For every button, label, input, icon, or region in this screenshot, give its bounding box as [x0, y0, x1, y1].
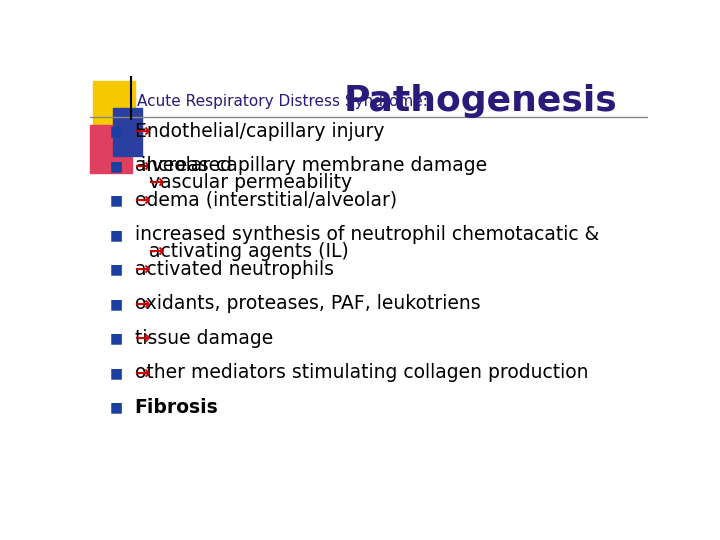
Text: →: → — [148, 242, 164, 261]
Text: Endothelial/capillary injury: Endothelial/capillary injury — [135, 122, 390, 141]
Text: ■: ■ — [110, 332, 123, 346]
Text: →: → — [135, 260, 150, 279]
Text: alveolar capillary membrane damage: alveolar capillary membrane damage — [135, 157, 492, 176]
Text: →: → — [135, 157, 150, 176]
Text: →: → — [148, 173, 164, 192]
Text: vascular permeability: vascular permeability — [148, 173, 358, 192]
Text: →: → — [135, 329, 150, 348]
Bar — [90, 125, 132, 173]
Text: ■: ■ — [110, 262, 123, 276]
Text: ■: ■ — [110, 159, 123, 173]
Text: increased synthesis of neutrophil chemotacatic &: increased synthesis of neutrophil chemot… — [135, 225, 605, 245]
Text: Acute Respiratory Distress Syndrome:: Acute Respiratory Distress Syndrome: — [138, 94, 428, 109]
Bar — [114, 109, 143, 156]
Text: ■: ■ — [110, 193, 123, 207]
Text: edema (interstitial/alveolar): edema (interstitial/alveolar) — [135, 191, 402, 210]
Text: ■: ■ — [110, 297, 123, 311]
Text: tissue damage: tissue damage — [135, 329, 279, 348]
Bar — [93, 82, 135, 129]
Text: →: → — [135, 363, 150, 382]
Text: Pathogenesis: Pathogenesis — [344, 84, 618, 118]
Text: other mediators stimulating collagen production: other mediators stimulating collagen pro… — [135, 363, 594, 382]
Text: activating agents (IL): activating agents (IL) — [148, 242, 354, 261]
Text: →: → — [135, 191, 150, 210]
Text: ■: ■ — [110, 228, 123, 242]
Text: ■: ■ — [110, 124, 123, 138]
Text: →: → — [135, 122, 150, 141]
Text: Fibrosis: Fibrosis — [135, 398, 218, 417]
Text: increased: increased — [135, 157, 232, 176]
Text: ■: ■ — [110, 366, 123, 380]
Text: oxidants, proteases, PAF, leukotriens: oxidants, proteases, PAF, leukotriens — [135, 294, 486, 313]
Text: ■: ■ — [110, 401, 123, 414]
Text: activated neutrophils: activated neutrophils — [135, 260, 340, 279]
Text: →: → — [135, 294, 150, 313]
